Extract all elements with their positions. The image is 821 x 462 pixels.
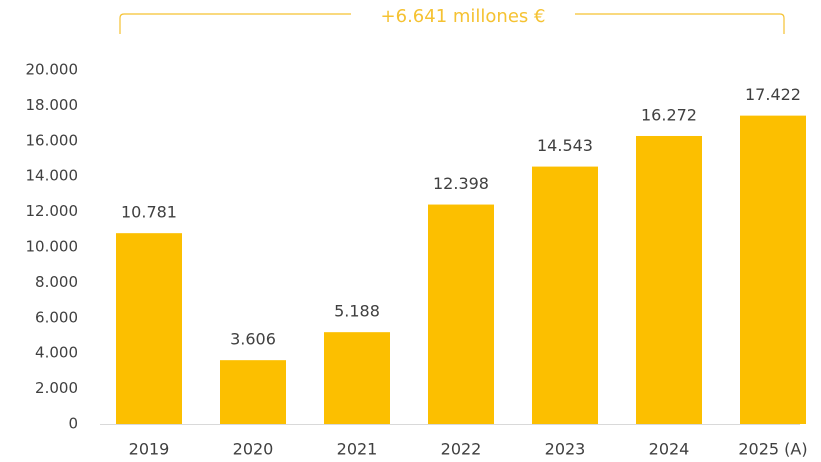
y-tick-label: 14.000 [26, 167, 79, 185]
y-tick-label: 8.000 [35, 273, 78, 291]
y-tick-label: 2.000 [35, 379, 78, 397]
bar [636, 135, 702, 424]
y-tick-label: 10.000 [26, 238, 79, 256]
x-tick-label: 2024 [649, 440, 690, 459]
bar [740, 115, 806, 424]
y-axis: 0 2.000 4.000 6.000 8.000 10.000 12.000 14.000 1… [26, 61, 79, 433]
y-tick-label: 16.000 [26, 131, 79, 149]
bar [428, 204, 494, 424]
bar-value-label: 17.422 [745, 85, 801, 104]
bars [116, 115, 806, 424]
y-tick-label: 18.000 [26, 96, 79, 114]
bar-value-label: 12.398 [433, 174, 489, 193]
value-labels: 10.781 3.606 5.188 12.398 14.543 16.272 17.422 [121, 85, 801, 349]
x-tick-label: 2022 [441, 440, 482, 459]
y-tick-label: 20.000 [26, 61, 79, 79]
bar-value-label: 16.272 [641, 105, 697, 124]
y-tick-label: 4.000 [35, 344, 78, 362]
bar-value-label: 14.543 [537, 136, 593, 155]
bar [324, 332, 390, 424]
bar [220, 360, 286, 424]
y-tick-label: 0 [68, 415, 78, 433]
bar [532, 166, 598, 424]
annotation-label: +6.641 millones € [381, 6, 546, 27]
bar-value-label: 10.781 [121, 203, 177, 222]
annotation-bracket-left [119, 13, 351, 34]
y-tick-label: 6.000 [35, 308, 78, 326]
bar-value-label: 5.188 [334, 302, 380, 321]
x-tick-label: 2019 [129, 440, 170, 459]
bar-value-label: 3.606 [230, 330, 276, 349]
x-axis: 2019 2020 2021 2022 2023 2024 2025 (A) [100, 424, 808, 459]
x-tick-label: 2021 [337, 440, 378, 459]
y-tick-label: 12.000 [26, 202, 79, 220]
x-tick-label: 2025 (A) [738, 440, 807, 459]
x-tick-label: 2020 [233, 440, 274, 459]
bar [116, 233, 182, 424]
annotation-bracket-group: +6.641 millones € [119, 6, 785, 34]
x-tick-label: 2023 [545, 440, 586, 459]
annotation-bracket-right [575, 13, 785, 34]
